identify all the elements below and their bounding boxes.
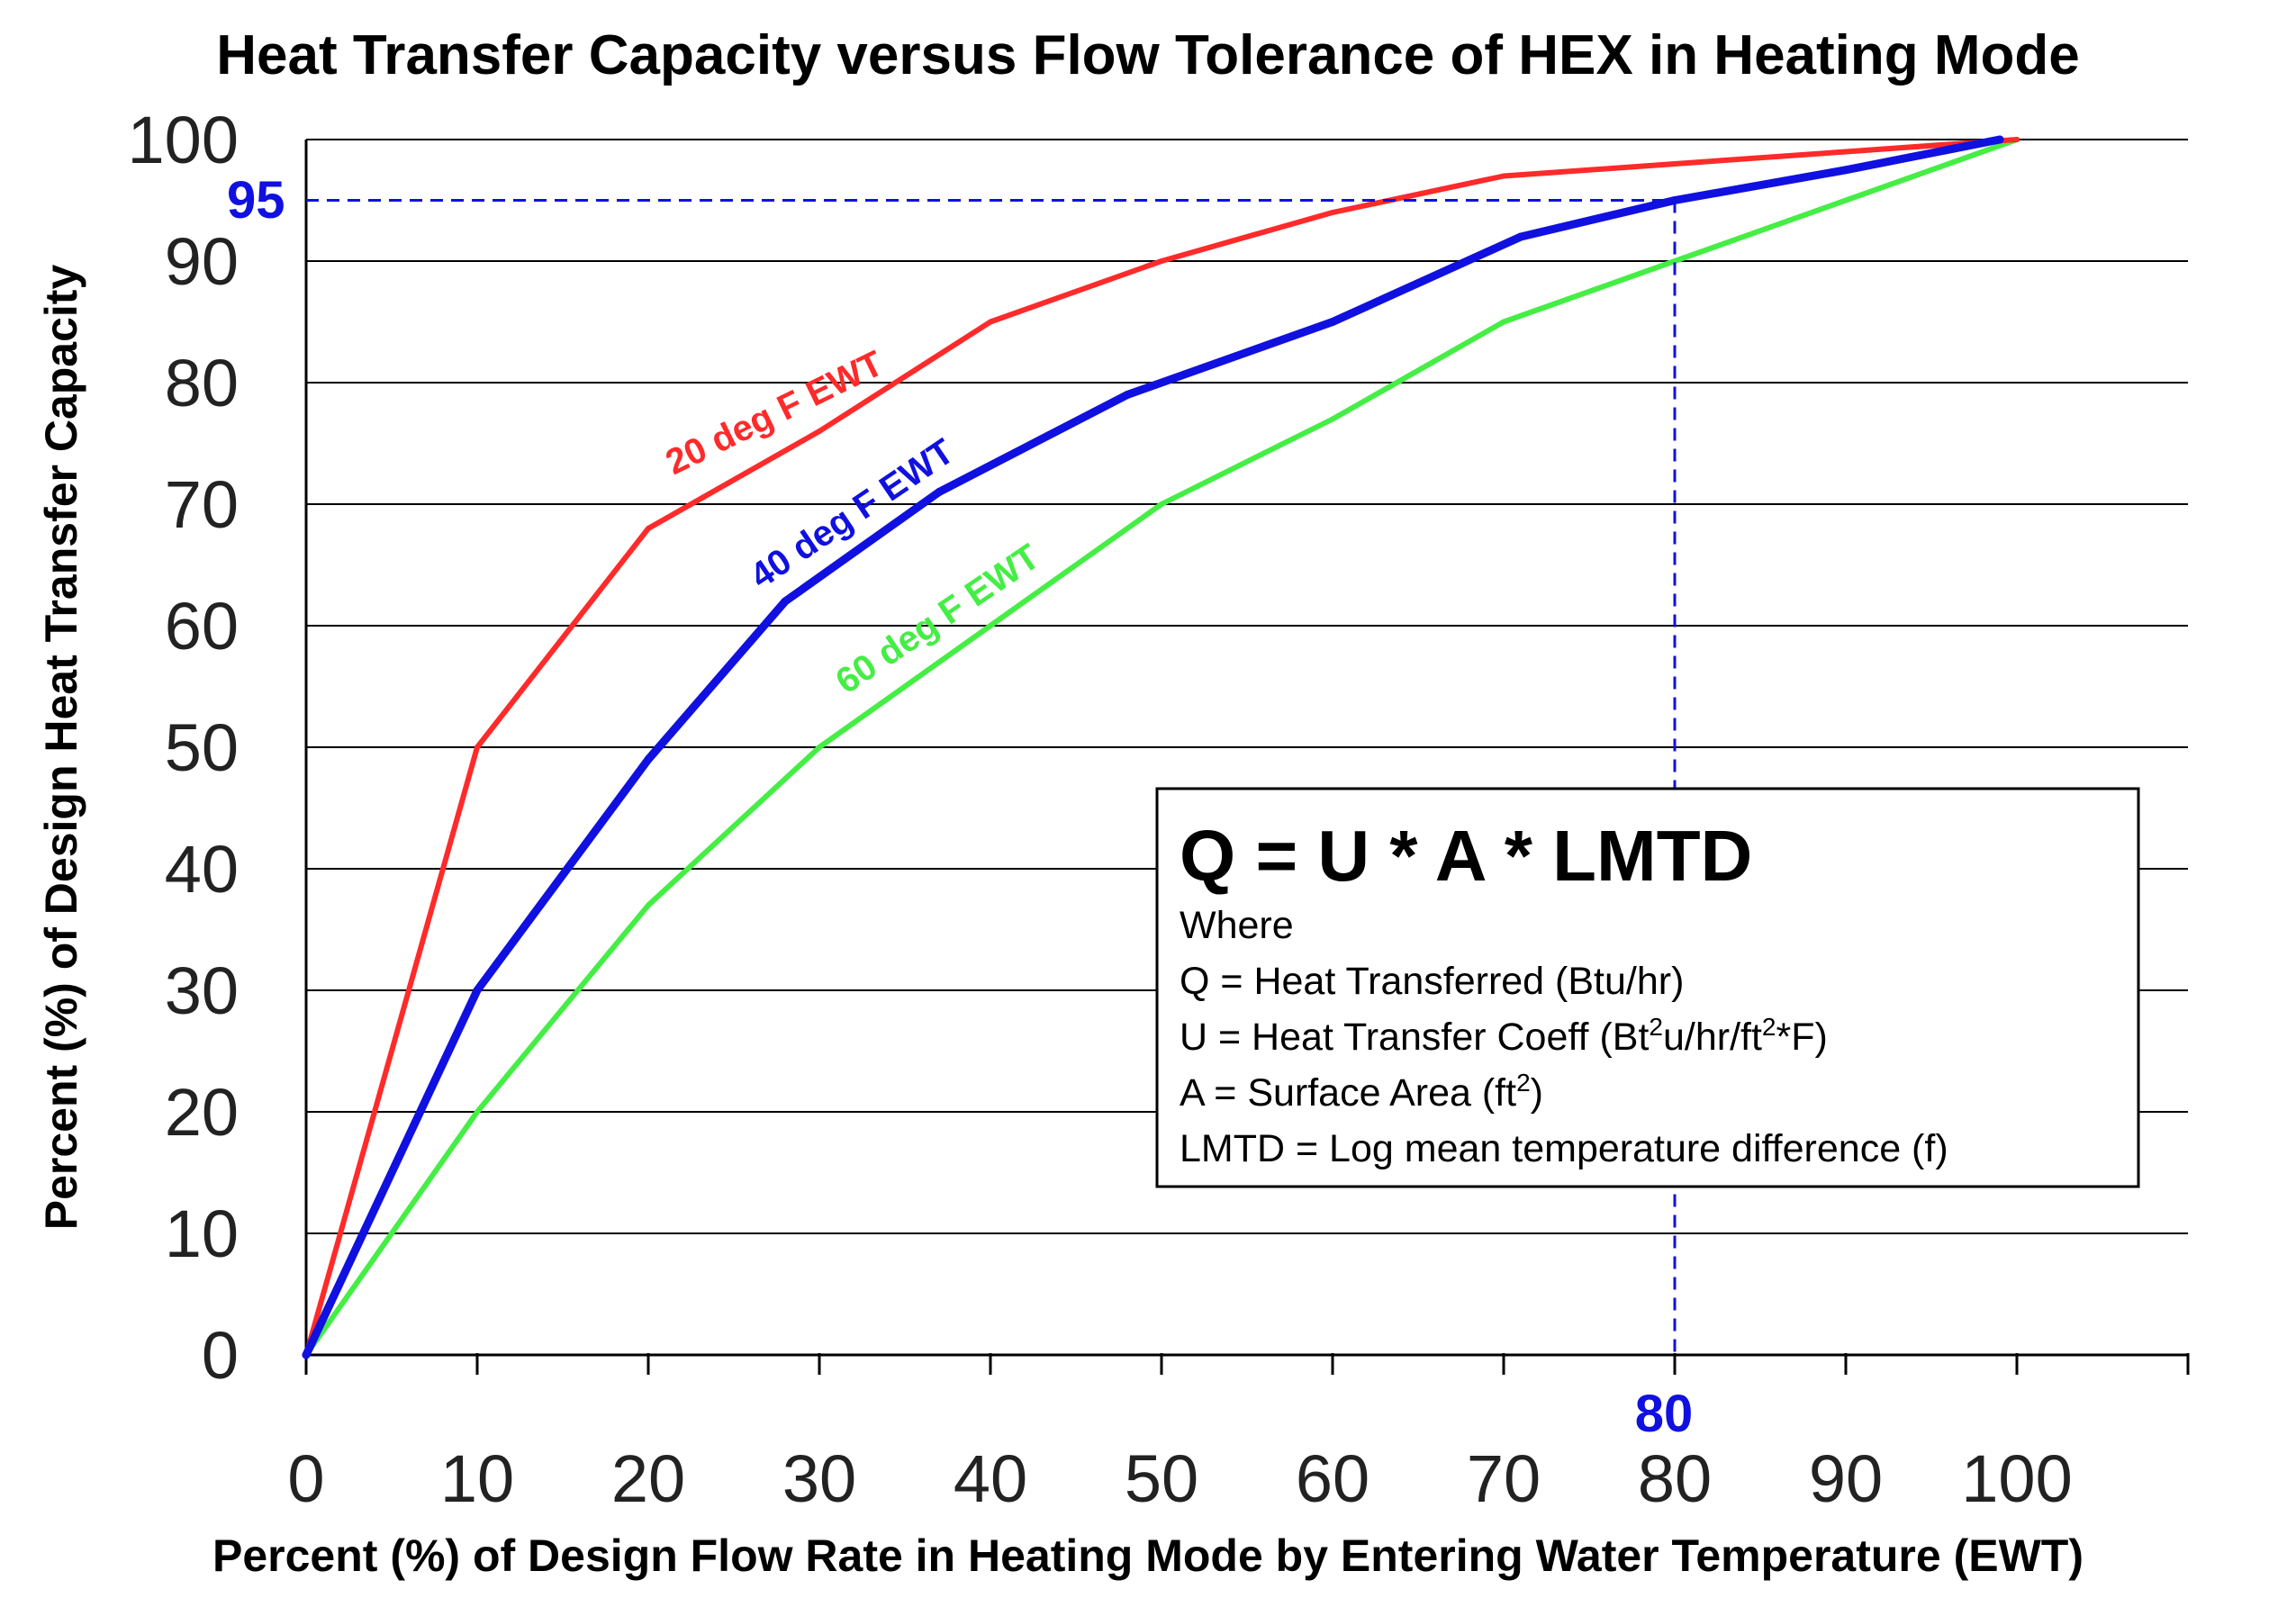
series-1-point-1: [473, 986, 482, 995]
equation-where: Where: [1180, 904, 1294, 947]
series-1-point-10: [1995, 135, 2004, 144]
equation-line-lmtd: LMTD = Log mean temperature difference (…: [1180, 1127, 1948, 1170]
x-tick-labels: 0 10 20 30 40 50 60 70 80 90 100: [287, 1441, 2072, 1516]
x-tick-label-0: 0: [287, 1441, 324, 1516]
series-2-point-7: [1501, 319, 1506, 325]
series-0-point-2: [646, 526, 651, 531]
series-2-point-1: [475, 1109, 480, 1115]
x-tick-label-60: 60: [1296, 1441, 1369, 1516]
series-2-point-6: [1330, 416, 1335, 422]
series-1-point-2: [644, 755, 653, 763]
x-tick-label-70: 70: [1467, 1441, 1541, 1516]
x-tick-label-30: 30: [782, 1441, 856, 1516]
series-1-point-4: [935, 488, 944, 496]
series-2-point-3: [817, 745, 822, 750]
equation-box: Q = U * A * LMTD Where Q = Heat Transfer…: [1155, 787, 2140, 1188]
x-tick-label-40: 40: [954, 1441, 1027, 1516]
ref-x-label: 80: [1635, 1385, 1694, 1443]
series-1-point-7: [1516, 232, 1525, 241]
y-tick-label-10: 10: [165, 1196, 239, 1271]
series-label-60f: 60 deg F EWT: [828, 537, 1046, 701]
x-tick-label-80: 80: [1638, 1441, 1712, 1516]
x-tick-label-50: 50: [1125, 1441, 1198, 1516]
series-0-point-1: [475, 745, 480, 750]
y-axis-label: Percent (%) of Design Heat Transfer Capa…: [36, 265, 86, 1231]
series-0-point-3: [817, 429, 822, 434]
series-0-point-4: [988, 319, 993, 325]
x-tick-label-90: 90: [1809, 1441, 1883, 1516]
series-0-point-8: [1672, 161, 1677, 167]
y-tick-label-20: 20: [165, 1075, 239, 1150]
series-0-point-10: [2014, 137, 2020, 142]
series-2-point-4: [988, 623, 993, 628]
y-tick-label-100: 100: [128, 103, 239, 177]
y-tick-label-70: 70: [165, 467, 239, 542]
y-tick-labels: 0 10 20 30 40 50 60 70 80 90 100: [128, 103, 239, 1393]
y-tick-label-30: 30: [165, 953, 239, 1028]
series-1-point-5: [1123, 391, 1132, 399]
equation-title: Q = U * A * LMTD: [1180, 816, 1752, 896]
x-tick-label-20: 20: [611, 1441, 685, 1516]
x-tick-label-100: 100: [1961, 1441, 2072, 1516]
series-2-point-2: [646, 902, 651, 908]
series-0-point-9: [1843, 149, 1849, 155]
x-tick-label-10: 10: [440, 1441, 514, 1516]
chart-title: Heat Transfer Capacity versus Flow Toler…: [216, 24, 2080, 86]
equation-box-frame: [1155, 787, 2140, 1188]
y-tick-label-80: 80: [165, 346, 239, 420]
y-tick-label-50: 50: [165, 710, 239, 785]
ref-y-label: 95: [227, 171, 285, 230]
axes: [304, 140, 2190, 1375]
series-1-point-0: [302, 1350, 311, 1359]
equation-line-a: A = Surface Area (ft2): [1180, 1069, 1543, 1115]
series-2-point-5: [1159, 501, 1164, 507]
equation-line-q: Q = Heat Transferred (Btu/hr): [1180, 960, 1684, 1003]
series-1-point-6: [1328, 318, 1337, 326]
y-tick-label-60: 60: [165, 589, 239, 664]
y-tick-label-0: 0: [202, 1318, 239, 1393]
series-0-point-7: [1501, 173, 1506, 179]
y-tick-label-40: 40: [165, 832, 239, 907]
series-0-point-6: [1330, 210, 1335, 215]
x-axis-label: Percent (%) of Design Flow Rate in Heati…: [212, 1530, 2084, 1581]
grid-lines: [306, 139, 2188, 1234]
series-label-20f: 20 deg F EWT: [660, 344, 890, 483]
y-tick-label-90: 90: [165, 224, 239, 299]
series-1-point-3: [781, 597, 790, 606]
series-1-point-9: [1841, 166, 1850, 175]
series-0-point-5: [1159, 258, 1164, 264]
equation-line-u: U = Heat Transfer Coeff (Bt2u/hr/ft2*F): [1180, 1013, 1828, 1059]
series-lines: [302, 135, 2020, 1359]
series-2-point-9: [1843, 197, 1849, 203]
